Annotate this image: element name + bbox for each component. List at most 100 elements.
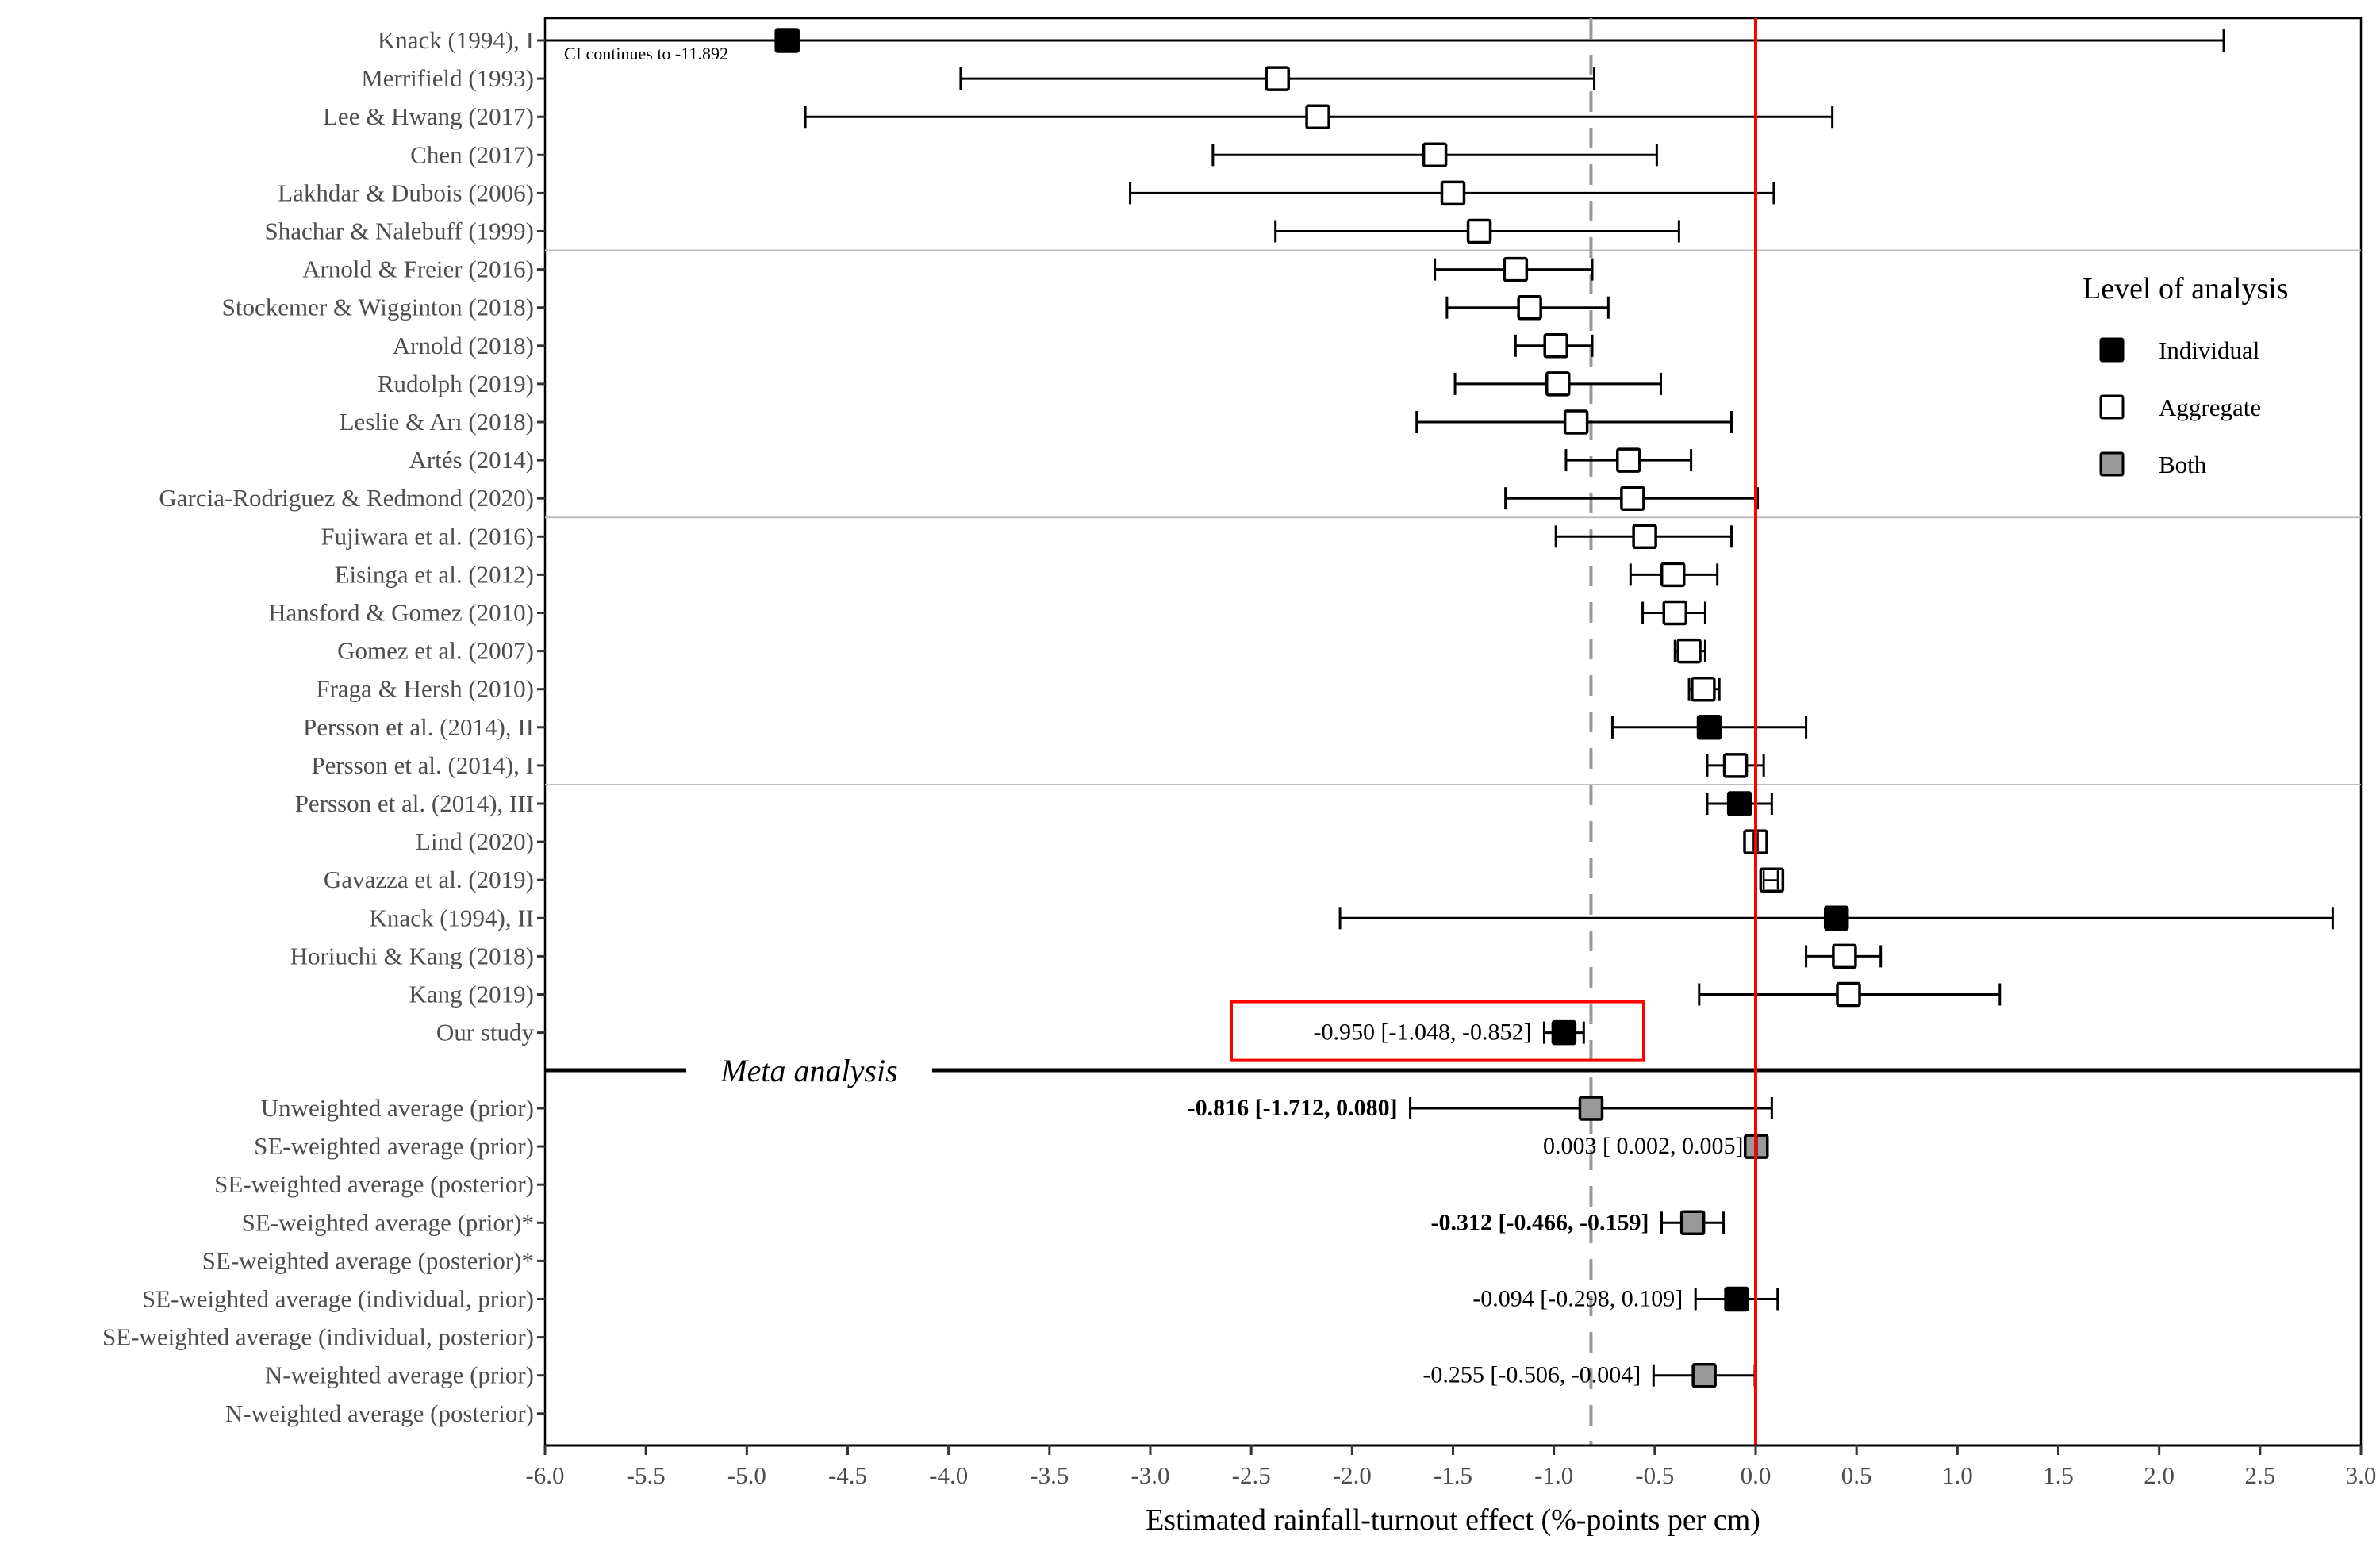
group-separators	[545, 249, 2361, 785]
row-label: Arnold (2018)	[393, 332, 534, 359]
point-estimate-marker	[1422, 142, 1448, 168]
row-label: Knack (1994), I	[378, 26, 534, 54]
forest-row: SE-weighted average (individual, posteri…	[102, 1323, 545, 1351]
row-label: Horiuchi & Kang (2018)	[290, 942, 534, 969]
forest-row: Our study -0.950 [-1.048, -0.852]	[436, 1000, 1645, 1062]
x-axis-title: Estimated rainfall-turnout effect (%-poi…	[1146, 1503, 1760, 1537]
row-label: Merrifield (1993)	[361, 64, 534, 92]
point-estimate-marker	[1722, 753, 1749, 778]
meta-rows: Meta analysis Unweighted average (prior) -…	[102, 1050, 2361, 1427]
point-estimate-marker	[1662, 600, 1688, 626]
legend-title: Level of analysis	[2082, 272, 2289, 305]
forest-row: Knack (1994), II	[370, 904, 2334, 931]
point-estimate-marker	[1679, 1210, 1706, 1236]
forest-row: Kang (2019)	[409, 981, 2002, 1008]
point-estimate-marker	[1726, 791, 1752, 816]
row-label: Hansford & Gomez (2010)	[268, 599, 534, 627]
row-label: SE-weighted average (individual, prior)	[142, 1285, 534, 1313]
estimate-annotation: 0.003 [ 0.002, 0.005]	[1543, 1133, 1743, 1159]
point-estimate-marker	[774, 28, 800, 53]
highlight-box	[1230, 1000, 1645, 1062]
row-label: SE-weighted average (prior)*	[242, 1208, 534, 1236]
forest-row: Chen (2017)	[410, 140, 1658, 168]
row-label: Knack (1994), II	[370, 904, 534, 931]
point-estimate-marker	[1305, 104, 1330, 129]
forest-row: SE-weighted average (posterior)	[214, 1170, 545, 1198]
forest-row: Artés (2014)	[409, 446, 1693, 474]
forest-row: Gavazza et al. (2019)	[324, 866, 1785, 893]
point-estimate-marker	[1832, 943, 1857, 969]
meta-header-background	[686, 1050, 932, 1091]
x-tick-label: 1.5	[2043, 1461, 2074, 1489]
point-estimate-marker	[1660, 562, 1686, 588]
forest-row: Fraga & Hersh (2010)	[316, 675, 1721, 703]
forest-row: Arnold & Freier (2016)	[302, 255, 1594, 283]
row-label: Lind (2020)	[416, 827, 534, 855]
estimate-annotation: -0.094 [-0.298, 0.109]	[1472, 1286, 1683, 1312]
point-estimate-marker	[1823, 905, 1849, 931]
plot-frame	[543, 17, 2363, 1447]
point-estimate-marker	[1503, 256, 1529, 282]
row-label: N-weighted average (posterior)	[225, 1399, 534, 1427]
row-label: SE-weighted average (prior)	[254, 1132, 534, 1160]
row-label: Persson et al. (2014), III	[295, 789, 534, 817]
x-tick-label: -0.5	[1635, 1461, 1674, 1489]
point-estimate-marker	[1676, 638, 1702, 664]
row-label: Unweighted average (prior)	[261, 1094, 534, 1122]
x-tick-label: -4.0	[929, 1461, 968, 1489]
forest-row: N-weighted average (prior) -0.255 [-0.506…	[265, 1361, 1756, 1389]
x-tick-label: 3.0	[2346, 1461, 2377, 1489]
row-label: Fraga & Hersh (2010)	[316, 675, 534, 703]
x-tick-label: -3.5	[1030, 1461, 1069, 1489]
plot-panel	[543, 17, 2363, 1447]
forest-row: Unweighted average (prior) -0.816 [-1.712…	[261, 1094, 1773, 1122]
x-tick-label: -5.0	[727, 1461, 766, 1489]
x-tick-label: -1.0	[1534, 1461, 1573, 1489]
legend-swatch-aggregate	[2099, 394, 2125, 420]
forest-row: SE-weighted average (prior) 0.003 [ 0.002…	[254, 1132, 1769, 1160]
row-label: Rudolph (2019)	[378, 370, 534, 397]
point-estimate-marker	[1440, 180, 1466, 206]
legend-label-aggregate: Aggregate	[2159, 393, 2261, 421]
x-tick-label: 0.5	[1841, 1461, 1872, 1489]
row-label: N-weighted average (prior)	[265, 1361, 534, 1389]
point-estimate-marker	[1578, 1096, 1604, 1121]
row-label: Lee & Hwang (2017)	[323, 102, 534, 130]
row-label: Gomez et al. (2007)	[337, 637, 534, 665]
forest-row: Gomez et al. (2007)	[337, 637, 1706, 665]
point-estimate-marker	[1265, 66, 1290, 91]
x-tick-label: -6.0	[525, 1461, 564, 1489]
estimate-annotation: -0.950 [-1.048, -0.852]	[1314, 1019, 1532, 1046]
forest-row: Leslie & Arı (2018)	[340, 408, 1733, 436]
point-estimate-marker	[1691, 676, 1716, 702]
legend-label-individual: Individual	[2159, 336, 2259, 364]
row-label: Fujiwara et al. (2016)	[321, 522, 534, 550]
point-estimate-marker	[1632, 524, 1657, 550]
x-tick-label: -4.5	[828, 1461, 867, 1489]
point-estimate-marker	[1836, 981, 1861, 1008]
forest-row: Knack (1994), I CI continues to -11.892	[378, 26, 2225, 63]
point-estimate-marker	[1620, 486, 1645, 511]
x-tick-label: 1.0	[1942, 1461, 1973, 1489]
x-tick-label: 0.0	[1741, 1461, 1772, 1489]
point-estimate-marker	[1466, 218, 1492, 244]
row-label: Arnold & Freier (2016)	[302, 255, 534, 283]
row-label: SE-weighted average (posterior)*	[202, 1246, 534, 1274]
estimate-annotation: -0.312 [-0.466, -0.159]	[1431, 1209, 1649, 1235]
forest-row: Persson et al. (2014), III	[295, 789, 1773, 817]
x-tick-label: -2.0	[1333, 1461, 1372, 1489]
row-label: Persson et al. (2014), II	[303, 713, 534, 741]
x-axis: -6.0 -5.5 -5.0 -4.5 -4.0 -3.5 -3.0 -2.5 -2.0 -1.5…	[525, 18, 2376, 1489]
row-label: SE-weighted average (posterior)	[214, 1170, 534, 1198]
forest-row: Lee & Hwang (2017)	[323, 102, 1834, 130]
forest-row: Horiuchi & Kang (2018)	[290, 942, 1883, 969]
legend-label-both: Both	[2159, 451, 2207, 478]
legend: Level of analysis Individual Aggregate Both	[2082, 272, 2289, 478]
x-tick-label: 2.0	[2144, 1461, 2175, 1489]
estimate-annotation: -0.816 [-1.712, 0.080]	[1188, 1095, 1398, 1121]
forest-row: Merrifield (1993)	[361, 64, 1596, 92]
forest-row: Eisinga et al. (2012)	[335, 560, 1719, 588]
row-label: Eisinga et al. (2012)	[335, 560, 534, 588]
forest-row: Arnold (2018)	[393, 332, 1594, 359]
